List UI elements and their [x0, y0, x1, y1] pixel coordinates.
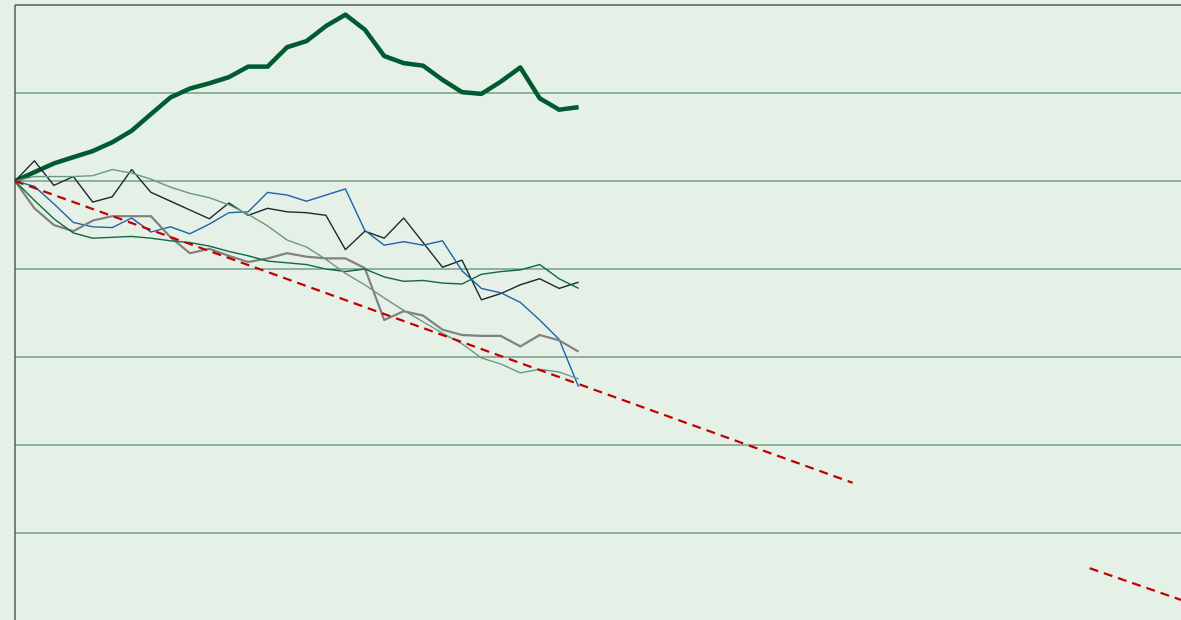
- series-line: [14, 179, 1181, 601]
- series-line: [14, 168, 579, 380]
- series-line: [14, 160, 579, 301]
- grid: [15, 92, 1181, 534]
- series-line: [14, 180, 580, 388]
- series-line: [14, 12, 579, 184]
- lines: [14, 12, 1181, 601]
- series-line: [14, 180, 580, 353]
- series-line: [14, 180, 579, 290]
